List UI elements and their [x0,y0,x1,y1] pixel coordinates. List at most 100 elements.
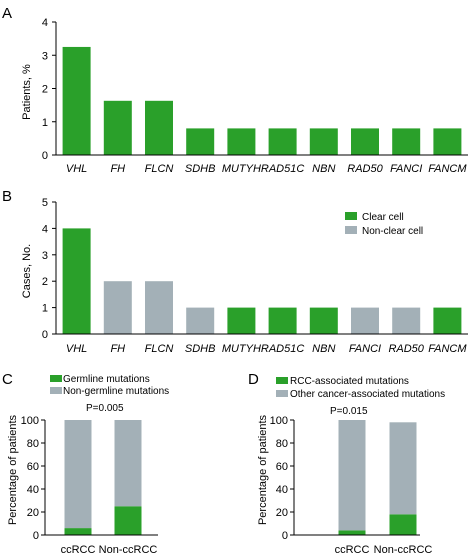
panel-a-ylabel: Patients, % [21,64,33,120]
bar-non-ccrcc-non-germline-mutations [114,420,142,507]
panel-b-letter: B [2,188,12,205]
bar-sdhb [186,128,215,155]
tick-label-80: 80 [27,438,39,450]
bar-fh [103,281,132,334]
tick-label-20: 20 [27,507,39,519]
bar-vhl [62,46,91,155]
tick-label-3: 3 [42,50,48,62]
category-label-sdhb: SDHB [185,163,216,175]
bar-non-ccrcc-other-cancer-associated-mutations [389,422,417,515]
category-label-fh: FH [110,343,125,355]
tick-label-4: 4 [42,17,48,29]
panel-d: D Percentage of patients RCC-associated … [248,371,445,556]
panel-b-legend: Clear cell Non-clear cell [345,212,423,237]
panel-b-ylabel: Cases, No. [21,244,33,298]
bar-mutyh [227,307,256,334]
panel-c-legend: Germline mutations Non-germline mutation… [50,374,169,397]
category-label-nbn: NBN [312,163,335,175]
panel-a-letter: A [2,5,12,22]
panel-d-bars [338,420,417,535]
legend-label-germline: Germline mutations [63,374,150,385]
category-label-fh: FH [110,163,125,175]
category-label-vhl: VHL [66,343,87,355]
bar-ccrcc-rcc-associated-mutations [338,530,366,535]
tick-label-40: 40 [27,484,39,496]
tick-label-2: 2 [42,276,48,288]
panel-d-ylabel: Percentage of patients [257,414,269,525]
bar-nbn [309,307,338,334]
panel-d-p-value: P=0.015 [330,406,368,417]
bar-fanci [351,307,379,334]
tick-label-100: 100 [21,415,39,427]
bar-fancm [433,307,462,334]
category-label-fanci: FANCI [390,163,422,175]
legend-label-other-cancer: Other cancer-associated mutations [290,389,445,400]
tick-label-80: 80 [276,438,288,450]
category-label-flcn: FLCN [145,163,174,175]
panel-c-yticks: 0 20 40 60 80 100 [21,415,45,542]
legend-swatch-germline [50,375,62,382]
tick-label-100: 100 [270,415,288,427]
tick-label-60: 60 [27,461,39,473]
panel-c-letter: C [2,371,13,388]
category-label-fanci: FANCI [349,343,381,355]
bar-rad51c [268,128,297,155]
bar-flcn [145,281,173,334]
bar-ccrcc-non-germline-mutations [64,420,92,529]
tick-label-60: 60 [276,461,288,473]
bar-nbn [309,128,338,155]
bar-rad50 [392,307,421,334]
tick-label-1: 1 [42,303,48,315]
bar-fh [103,100,132,155]
panel-a-bars [62,46,462,155]
bar-sdhb [186,307,215,334]
bar-fanci [392,128,421,155]
category-label-mutyh: MUTYH [222,163,261,175]
tick-label-0: 0 [282,530,288,542]
tick-label-0: 0 [42,329,48,341]
tick-label-0: 0 [33,530,39,542]
category-label-non-ccrcc: Non-ccRCC [374,544,433,556]
legend-swatch-rcc-associated [276,377,288,384]
tick-label-4: 4 [42,223,48,235]
category-label-non-ccrcc: Non-ccRCC [99,544,158,556]
panel-c-bars [64,420,142,535]
bar-rad50 [351,128,379,155]
bar-rad51c [268,307,297,334]
panel-c-categories: ccRCC Non-ccRCC [61,544,158,556]
panel-c-ylabel: Percentage of patients [7,414,19,525]
panel-d-categories: ccRCC Non-ccRCC [335,544,433,556]
category-label-rad50: RAD50 [388,343,424,355]
bar-vhl [62,228,91,334]
legend-swatch-other-cancer [276,390,288,397]
panel-a-yticks: 0 1 2 3 4 [42,17,56,162]
tick-label-2: 2 [42,84,48,96]
tick-label-3: 3 [42,250,48,262]
category-label-rad51c: RAD51C [261,343,304,355]
category-label-ccrcc: ccRCC [335,544,370,556]
legend-swatch-non-clear-cell [345,226,357,234]
panel-a-categories: VHL FH FLCN SDHB MUTYH RAD51C NBN RAD50 FANCI FAN… [66,163,467,175]
bar-mutyh [227,128,256,155]
bar-non-ccrcc-rcc-associated-mutations [389,514,417,535]
legend-label-non-germline: Non-germline mutations [63,386,169,397]
panel-b-categories: VHL FH FLCN SDHB MUTYH RAD51C NBN FANCI RAD50 FAN… [66,343,467,355]
legend-label-non-clear-cell: Non-clear cell [362,226,423,237]
tick-label-1: 1 [42,117,48,129]
bar-non-ccrcc-germline-mutations [114,506,142,535]
category-label-ccrcc: ccRCC [61,544,96,556]
bar-ccrcc-other-cancer-associated-mutations [338,420,366,531]
legend-label-rcc-associated: RCC-associated mutations [290,376,409,387]
panel-c-p-value: P=0.005 [86,403,124,414]
tick-label-5: 5 [42,197,48,209]
category-label-fancm: FANCM [428,343,467,355]
category-label-rad51c: RAD51C [261,163,304,175]
category-label-nbn: NBN [312,343,335,355]
bar-fancm [433,128,462,155]
tick-label-0: 0 [42,150,48,162]
category-label-flcn: FLCN [145,343,174,355]
panel-c: C Percentage of patients Germline mutati… [2,371,169,556]
bar-flcn [145,100,173,155]
